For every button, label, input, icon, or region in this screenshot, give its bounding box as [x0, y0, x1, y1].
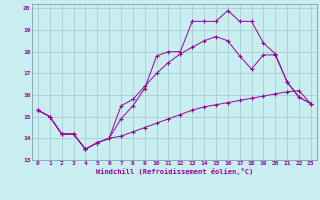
X-axis label: Windchill (Refroidissement éolien,°C): Windchill (Refroidissement éolien,°C)	[96, 168, 253, 175]
